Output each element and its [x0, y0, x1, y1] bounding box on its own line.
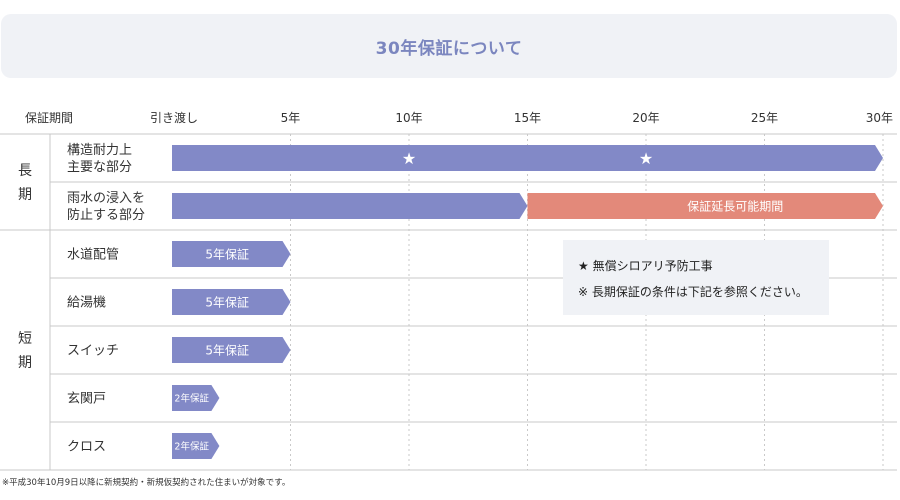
warranty-bar	[172, 241, 291, 267]
row-label: 玄関戸	[67, 392, 106, 407]
warranty-bar	[172, 193, 528, 219]
warranty-bar	[172, 337, 291, 363]
tick-label: 15年	[514, 111, 541, 125]
warranty-bar	[172, 289, 291, 315]
bar-label: 2年保証	[174, 441, 209, 453]
page-title: 30年保証について	[375, 38, 523, 59]
star-marker: ★	[402, 149, 416, 168]
tick-label: 30年	[866, 111, 893, 125]
row-label: 防止する部分	[67, 207, 145, 223]
bar-label: 5年保証	[205, 248, 249, 262]
bar-label: 5年保証	[205, 296, 249, 310]
row-label: スイッチ	[67, 344, 119, 359]
group-label-short: 期	[18, 355, 32, 371]
row-label: 主要な部分	[67, 160, 132, 175]
extension-bar	[527, 193, 883, 219]
footnote: ※平成30年10月9日以降に新規契約・新規仮契約された住まいが対象です。	[2, 478, 291, 488]
legend-entry: ※ 長期保証の条件は下記を参照ください。	[578, 284, 808, 299]
warranty-bar	[172, 385, 220, 411]
group-label-long: 長	[18, 163, 32, 179]
bar-label: 保証延長可能期間	[687, 200, 783, 214]
row-label: 水道配管	[67, 248, 119, 263]
group-label-short: 短	[18, 331, 32, 347]
bar-label: 5年保証	[205, 344, 249, 358]
legend-box	[563, 240, 829, 315]
tick-label: 20年	[632, 111, 659, 125]
title-box: 30年保証について	[1, 14, 897, 78]
warranty-bar	[172, 433, 220, 459]
tick-label: 引き渡し	[150, 110, 198, 125]
bar-label: 2年保証	[174, 393, 209, 405]
header-label: 保証期間	[25, 111, 73, 125]
row-label: 給湯機	[67, 296, 106, 311]
tick-label: 10年	[395, 111, 422, 125]
row-label: クロス	[67, 440, 106, 455]
tick-label: 5年	[281, 111, 301, 125]
row-label: 構造耐力上	[67, 143, 132, 158]
warranty-bar	[172, 145, 883, 171]
legend-entry: ★ 無償シロアリ予防工事	[578, 258, 713, 273]
row-label: 雨水の浸入を	[67, 191, 145, 206]
tick-label: 25年	[751, 111, 778, 125]
star-marker: ★	[639, 149, 653, 168]
group-label-long: 期	[18, 187, 32, 203]
